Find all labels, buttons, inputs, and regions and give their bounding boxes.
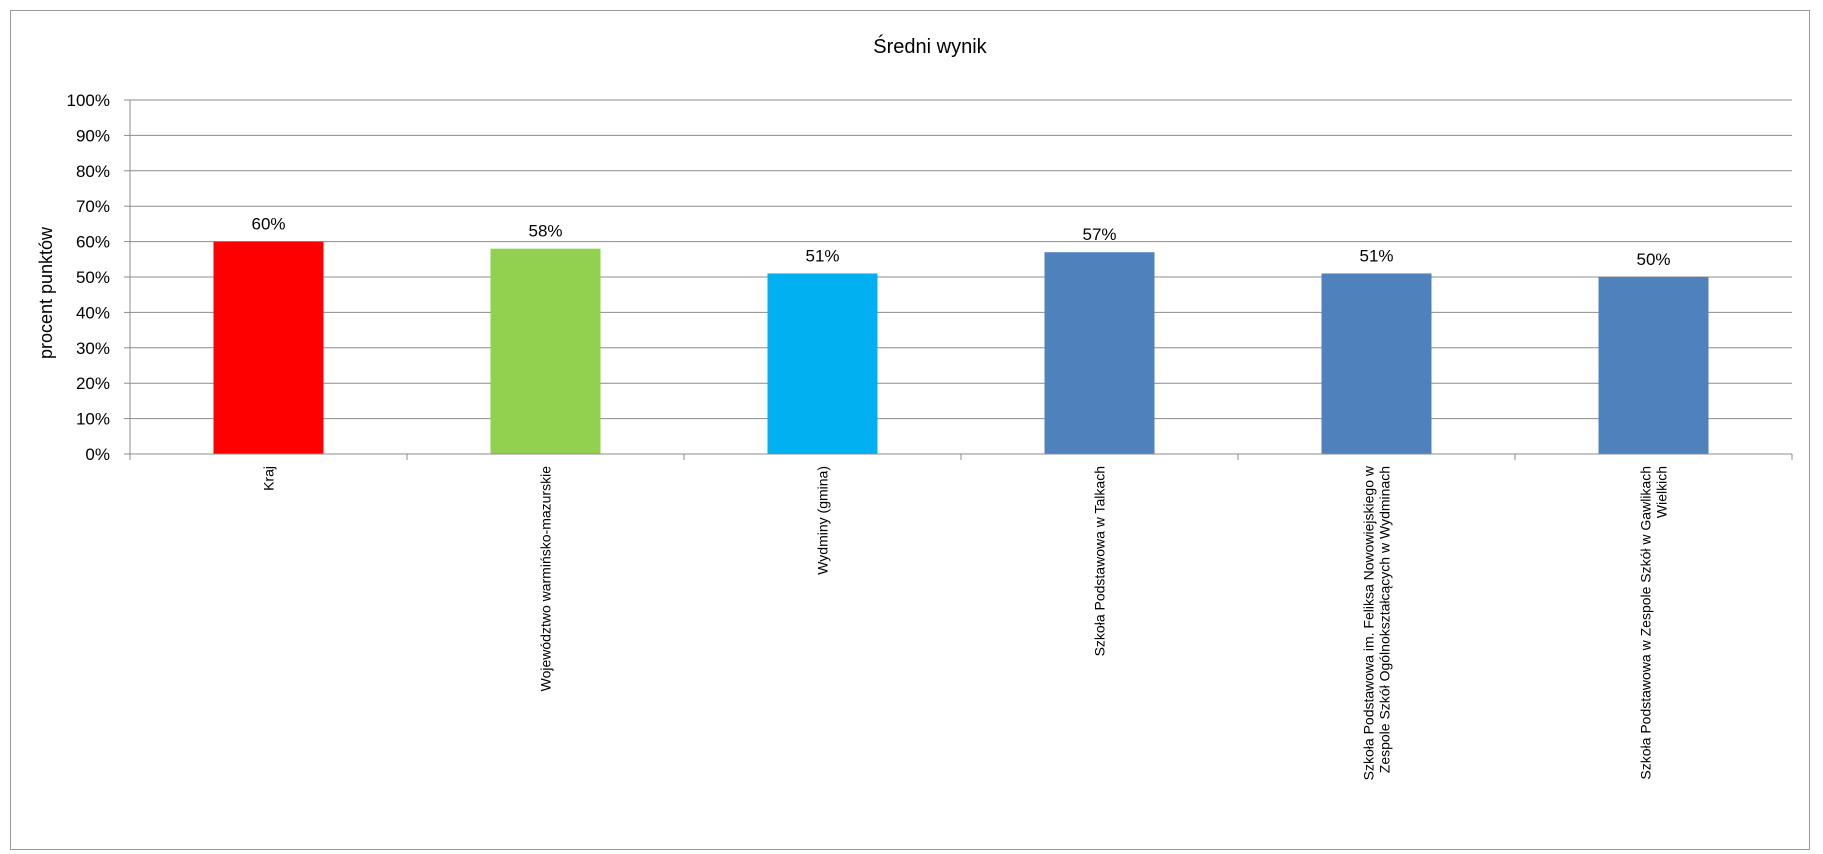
bar	[1044, 252, 1155, 454]
data-label: 60%	[251, 215, 285, 234]
x-category-label: Kraj	[261, 466, 277, 491]
y-tick-label: 0%	[85, 445, 110, 464]
x-category-label: Szkoła Podstawowa w Zespole Szkół w Gawl…	[1638, 466, 1670, 780]
y-tick-label: 10%	[76, 410, 110, 429]
x-category-label-line: Wydminy (gmina)	[815, 466, 831, 575]
data-label: 51%	[805, 246, 839, 265]
bar	[1321, 273, 1432, 454]
y-tick-label: 80%	[76, 162, 110, 181]
axes: 0% 10% 20% 30% 40% 50% 60% 70% 80% 90% 100% Kraj Woj…	[67, 91, 1793, 780]
data-label: 57%	[1082, 225, 1116, 244]
x-category-label-line: Kraj	[261, 466, 277, 491]
x-category-label-line: Wielkich	[1654, 466, 1670, 518]
y-axis-label: procent punktów	[36, 226, 56, 359]
data-label: 51%	[1359, 246, 1393, 265]
x-category-label: Województwo warmińsko-mazurskie	[538, 466, 554, 692]
x-category-label: Szkoła Podstawowa im. Feliksa Nowowiejsk…	[1361, 465, 1393, 780]
y-tick-label: 40%	[76, 303, 110, 322]
x-category-label: Szkoła Podstawowa w Talkach	[1092, 466, 1108, 656]
y-tick-label: 30%	[76, 339, 110, 358]
x-category-label: Wydminy (gmina)	[815, 466, 831, 575]
x-category-label-line: Zespole Szkół Ogólnokształcących w Wydmi…	[1377, 466, 1393, 773]
x-category-label-line: Szkoła Podstawowa w Zespole Szkół w Gawl…	[1638, 466, 1654, 780]
gridlines	[130, 99, 1792, 420]
x-category-label-line: Szkoła Podstawowa im. Feliksa Nowowiejsk…	[1361, 465, 1377, 780]
bar	[767, 273, 878, 454]
bar	[1598, 277, 1709, 454]
y-tick-label: 100%	[67, 91, 110, 110]
bar	[490, 248, 601, 454]
data-label: 50%	[1636, 250, 1670, 269]
y-tick-label: 50%	[76, 268, 110, 287]
data-labels: 60% 58% 51% 57% 51% 50%	[251, 215, 1670, 269]
x-category-label-line: Szkoła Podstawowa w Talkach	[1092, 466, 1108, 656]
y-tick-label: 90%	[76, 126, 110, 145]
bar	[213, 241, 324, 454]
x-category-label-line: Województwo warmińsko-mazurskie	[538, 466, 554, 692]
bars	[213, 241, 1709, 454]
y-tick-label: 60%	[76, 233, 110, 252]
chart-title: Średni wynik	[873, 34, 987, 58]
y-tick-label: 70%	[76, 197, 110, 216]
data-label: 58%	[528, 222, 562, 241]
y-tick-label: 20%	[76, 374, 110, 393]
